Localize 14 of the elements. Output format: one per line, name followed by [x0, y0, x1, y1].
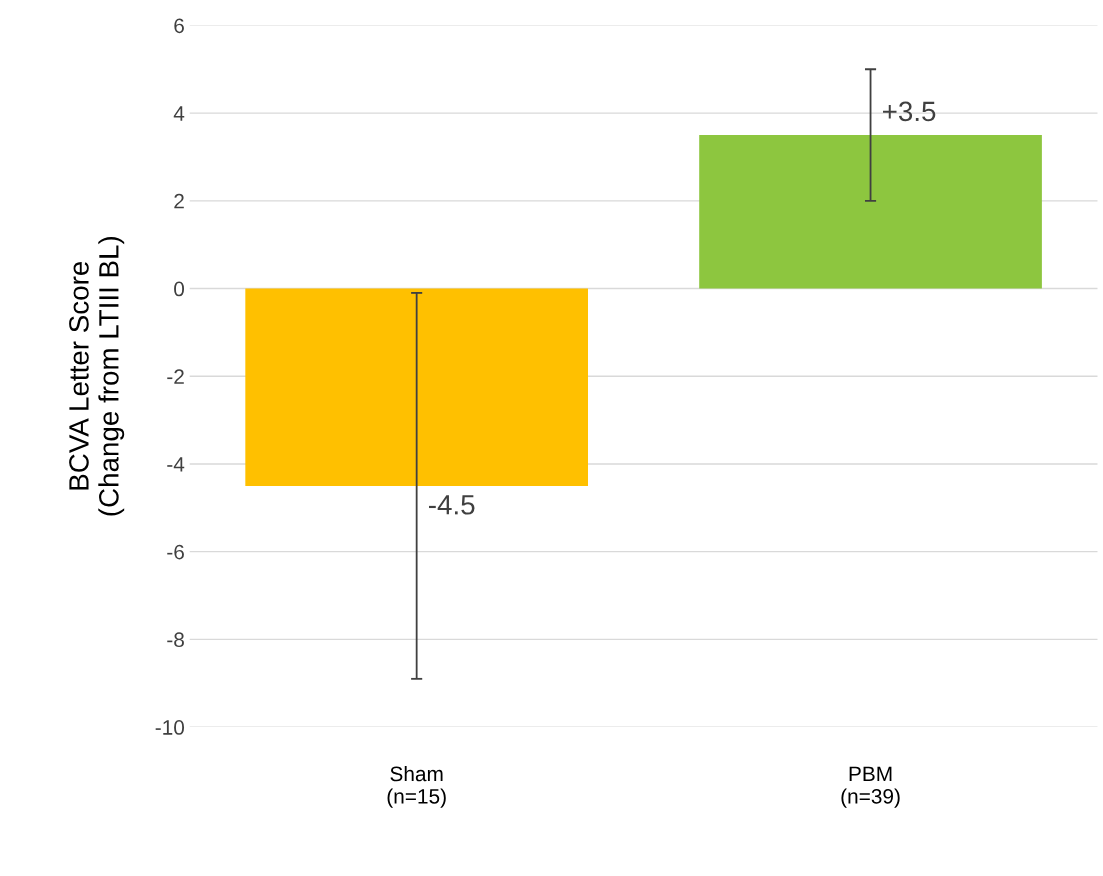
y-tick-label: -8: [167, 632, 184, 648]
y-tick-label: 6: [174, 18, 184, 34]
x-tick-label: PBM (n=39): [841, 766, 900, 808]
y-axis-title: BCVA Letter Score (Change from LTIII BL): [69, 236, 125, 516]
y-tick-label: -10: [155, 720, 185, 735]
y-tick-label: 0: [174, 281, 185, 297]
x-tick-label: Sham (n=15): [387, 765, 446, 808]
y-tick-label: -6: [167, 544, 184, 560]
y-tick-label: -4: [167, 457, 185, 472]
y-tick-label: 4: [173, 106, 185, 121]
data-label: +3.5: [883, 101, 936, 122]
y-tick-label: -2: [167, 369, 184, 384]
data-label: -4.5: [429, 495, 475, 515]
y-tick-label: 2: [174, 193, 184, 209]
